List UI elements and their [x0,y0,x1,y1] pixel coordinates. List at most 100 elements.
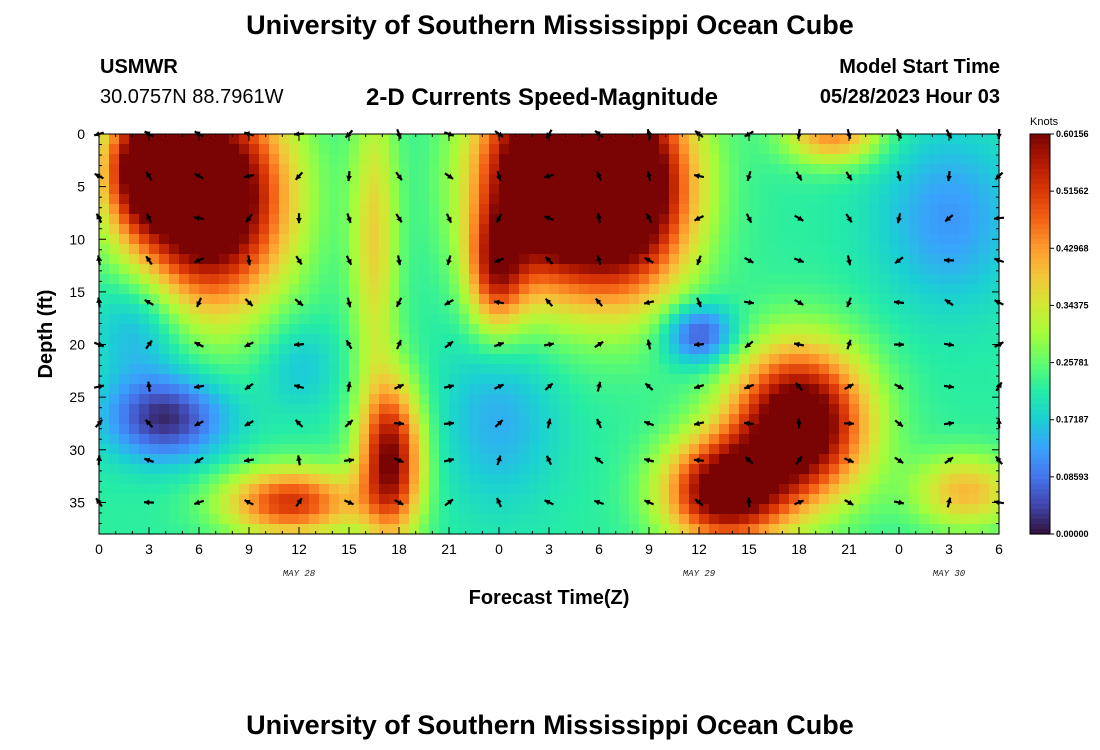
heatmap-cell [609,244,620,255]
heatmap-cell [509,314,520,325]
heatmap-cell [919,394,930,405]
heatmap-cell [109,504,120,515]
heatmap-cell [609,434,620,445]
heatmap-cell [969,374,980,385]
heatmap-cell [779,424,790,435]
heatmap-cell [139,394,150,405]
heatmap-cell [629,224,640,235]
heatmap-cell [339,384,350,395]
heatmap-cell [729,434,740,445]
heatmap-cell [419,294,430,305]
heatmap-cell [689,484,700,495]
heatmap-cell [649,314,660,325]
colorbar-segment [1030,429,1050,435]
heatmap-cell [749,434,760,445]
heatmap-cell [979,314,990,325]
heatmap-cell [519,134,530,145]
heatmap-cell [829,314,840,325]
heatmap-cell [399,404,410,415]
heatmap-cell [359,204,370,215]
heatmap-cell [319,414,330,425]
heatmap-cell [859,374,870,385]
heatmap-cell [309,494,320,505]
current-vector-arrow [646,170,652,182]
heatmap-cell [399,384,410,395]
heatmap-cell [389,274,400,285]
heatmap-cell [159,174,170,185]
heatmap-cell [959,154,970,165]
heatmap-cell [919,304,930,315]
heatmap-cell [539,194,550,205]
heatmap-cell [509,194,520,205]
heatmap-cell [239,314,250,325]
heatmap-cell [209,354,220,365]
heatmap-cell [449,494,460,505]
heatmap-cell [619,514,630,525]
heatmap-cell [599,404,610,415]
heatmap-cell [229,484,240,495]
colorbar-segment [1030,304,1050,310]
heatmap-cell [459,494,470,505]
heatmap-cell [619,384,630,395]
heatmap-cell [399,374,410,385]
heatmap-cell [219,394,230,405]
heatmap-cell [269,484,280,495]
heatmap-cell [779,134,790,145]
heatmap-cell [539,154,550,165]
heatmap-cell [819,384,830,395]
heatmap-cell [439,504,450,515]
current-vector-arrow [943,257,955,264]
heatmap-cell [269,134,280,145]
heatmap-cell [169,224,180,235]
heatmap-cell [219,484,230,495]
heatmap-cell [799,494,810,505]
heatmap-cell [299,344,310,355]
heatmap-cell [689,494,700,505]
heatmap-cell [679,174,690,185]
heatmap-cell [579,424,590,435]
heatmap-cell [409,194,420,205]
heatmap-cell [419,284,430,295]
heatmap-cell [899,264,910,275]
heatmap-cell [959,444,970,455]
heatmap-cell [519,194,530,205]
heatmap-cell [479,164,490,175]
heatmap-cell [789,474,800,485]
heatmap-cell [979,474,990,485]
heatmap-cell [649,214,660,225]
heatmap-cell [739,514,750,525]
heatmap-cell [809,204,820,215]
heatmap-cell [509,414,520,425]
heatmap-cell [869,244,880,255]
heatmap-cell [849,514,860,525]
heatmap-cell [969,384,980,395]
heatmap-cell [359,184,370,195]
heatmap-cell [349,334,360,345]
heatmap-cell [289,174,300,185]
heatmap-cell [729,514,740,525]
current-vector-arrow [744,340,754,349]
heatmap-cell [919,384,930,395]
heatmap-cell [779,514,790,525]
heatmap-cell [409,274,420,285]
heatmap-cell [549,174,560,185]
heatmap-cell [319,344,330,355]
heatmap-cell [939,404,950,415]
y-tick-label: 35 [69,494,85,510]
heatmap-cell [109,514,120,525]
heatmap-cell [789,334,800,345]
heatmap-cell [259,364,270,375]
heatmap-cell [159,184,170,195]
heatmap-cell [839,144,850,155]
heatmap-cell [629,484,640,495]
colorbar-segment [1030,509,1050,515]
heatmap-cell [809,334,820,345]
heatmap-cell [619,374,630,385]
heatmap-cell [739,254,750,265]
heatmap-cell [469,484,480,495]
colorbar-segment [1030,489,1050,495]
heatmap-cell [139,134,150,145]
heatmap-cell [419,514,430,525]
heatmap-cell [679,354,690,365]
current-vector-arrow [294,171,304,181]
